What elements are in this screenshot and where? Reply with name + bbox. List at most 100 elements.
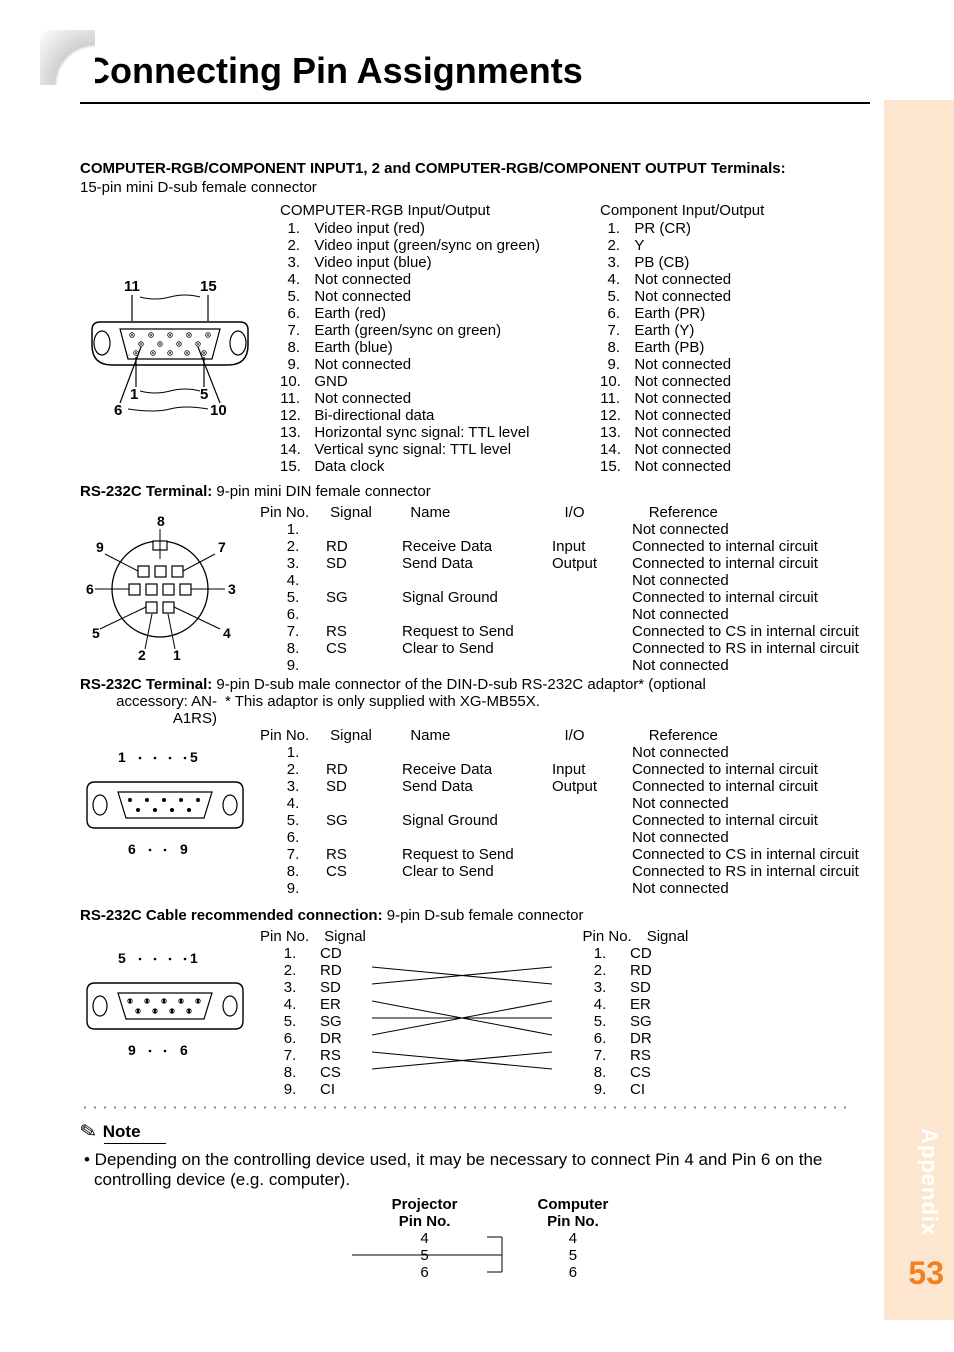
- dotted-divider: [80, 1106, 850, 1109]
- rs232-din-title-bold: RS-232C Terminal:: [80, 483, 212, 500]
- table-row: 8.CSClear to SendConnected to RS in inte…: [260, 863, 929, 880]
- svg-text:2: 2: [138, 647, 146, 663]
- page-content: Connecting Pin Assignments COMPUTER-RGB/…: [0, 0, 870, 1352]
- svg-text:6: 6: [86, 581, 94, 597]
- pin-item: 13. Not connected: [600, 424, 764, 441]
- table-row: 1.Not connected: [260, 744, 929, 761]
- pin-item: 11. Not connected: [600, 390, 764, 407]
- rs232-din-title: RS-232C Terminal: 9-pin mini DIN female …: [80, 483, 870, 500]
- pin-item: 9. Not connected: [600, 356, 764, 373]
- pin-item: 4. Not connected: [600, 271, 764, 288]
- table-row: 6.Not connected: [260, 606, 929, 623]
- cable-cross-diagram: [372, 946, 552, 1082]
- pin-item: 15. Not connected: [600, 458, 764, 475]
- svg-text:5: 5: [92, 625, 100, 641]
- svg-text:5: 5: [118, 950, 126, 966]
- pin-item: 1. PR (CR): [600, 220, 764, 237]
- rs232-dsub-title-bold: RS-232C Terminal:: [80, 676, 212, 693]
- dsub9f-diagram: 5 1 9 6: [80, 928, 260, 1098]
- rs232-din-section: RS-232C Terminal: 9-pin mini DIN female …: [80, 483, 870, 674]
- title-rule: [80, 102, 870, 104]
- pin-item: 15. Data clock: [280, 458, 540, 475]
- svg-text:5: 5: [190, 749, 198, 765]
- svg-text:6: 6: [114, 402, 122, 419]
- note-pin-diagram: Projector Pin No. 4 5 6 Computer Pin No.…: [200, 1196, 800, 1281]
- table-row: 5.SGSignal GroundConnected to internal c…: [260, 812, 929, 829]
- svg-text:11: 11: [124, 278, 140, 295]
- th-pin: Pin No.: [260, 504, 326, 521]
- table-row: 9.Not connected: [260, 880, 929, 897]
- page-number: 53: [908, 1255, 944, 1292]
- pin-item: 9. Not connected: [280, 356, 540, 373]
- sec1-lists: COMPUTER-RGB Input/Output 1. Video input…: [280, 202, 764, 475]
- rs232-din-title-rest: 9-pin mini DIN female connector: [212, 483, 430, 500]
- svg-text:1: 1: [118, 749, 126, 765]
- th-sig: Signal: [330, 504, 406, 521]
- pin-item: 6. Earth (red): [280, 305, 540, 322]
- pin-item: 5. Not connected: [600, 288, 764, 305]
- th-io: I/O: [565, 504, 645, 521]
- page-title: Connecting Pin Assignments: [80, 30, 870, 92]
- svg-text:9: 9: [180, 841, 188, 857]
- pin-item: 4. Not connected: [280, 271, 540, 288]
- din-diagram: 8 9 7 6 3 5 4 2 1: [80, 504, 260, 674]
- rs232-dsub-title-rest: 9-pin D-sub male connector of the DIN-D-…: [212, 676, 706, 693]
- table-row: 7.RSRequest to SendConnected to CS in in…: [260, 623, 929, 640]
- cable-table: Pin No. Signal Pin No. Signal 1.CD1.CD2.…: [260, 928, 697, 1098]
- table-row: 2.RDReceive DataInputConnected to intern…: [260, 761, 929, 778]
- svg-text:10: 10: [210, 402, 227, 419]
- pin-item: 7. Earth (green/sync on green): [280, 322, 540, 339]
- din-table: Pin No. Signal Name I/O Reference 1.Not …: [260, 504, 929, 674]
- dsub9m-diagram: 1 5 6 9: [80, 727, 260, 897]
- pin-item: 12. Not connected: [600, 407, 764, 424]
- sec1-subtitle: 15-pin mini D-sub female connector: [80, 179, 870, 196]
- cable-title: RS-232C Cable recommended connection: 9-…: [80, 907, 870, 924]
- svg-text:8: 8: [157, 513, 165, 529]
- svg-text:3: 3: [228, 581, 236, 597]
- note-heading: ✎ Note: [80, 1119, 870, 1144]
- title-block: Connecting Pin Assignments: [80, 30, 870, 120]
- pin-item: 10. Not connected: [600, 373, 764, 390]
- svg-text:7: 7: [218, 539, 226, 555]
- svg-text:1: 1: [173, 647, 181, 663]
- table-row: 4.Not connected: [260, 572, 929, 589]
- pin-item: 3. PB (CB): [600, 254, 764, 271]
- rs232-dsub-title: RS-232C Terminal: 9-pin D-sub male conne…: [80, 676, 870, 693]
- pin-item: 3. Video input (blue): [280, 254, 540, 271]
- table-row: 9.Not connected: [260, 657, 929, 674]
- table-row: 6.Not connected: [260, 829, 929, 846]
- note-body: • Depending on the controlling device us…: [84, 1150, 870, 1190]
- table-row: 2.RDReceive DataInputConnected to intern…: [260, 538, 929, 555]
- rs232-dsub-title2: accessory: AN-A1RS) * This adaptor is on…: [80, 693, 870, 727]
- rgb-list: COMPUTER-RGB Input/Output 1. Video input…: [280, 202, 540, 475]
- pin-item: 1. Video input (red): [280, 220, 540, 237]
- component-list-title: Component Input/Output: [600, 202, 764, 219]
- table-row: 3.SDSend DataOutputConnected to internal…: [260, 555, 929, 572]
- pin-item: 6. Earth (PR): [600, 305, 764, 322]
- pin-item: 2. Y: [600, 237, 764, 254]
- cable-section: RS-232C Cable recommended connection: 9-…: [80, 907, 870, 1098]
- pin-item: 14. Not connected: [600, 441, 764, 458]
- rs232-dsub-section: RS-232C Terminal: 9-pin D-sub male conne…: [80, 676, 870, 897]
- rgb-list-title: COMPUTER-RGB Input/Output: [280, 202, 540, 219]
- svg-text:4: 4: [223, 625, 231, 641]
- pin-item: 2. Video input (green/sync on green): [280, 237, 540, 254]
- table-row: 7.RSRequest to SendConnected to CS in in…: [260, 846, 929, 863]
- pin-item: 11. Not connected: [280, 390, 540, 407]
- pin-item: 12. Bi-directional data: [280, 407, 540, 424]
- table-row: 1.Not connected: [260, 521, 929, 538]
- table-row: 5.SGSignal GroundConnected to internal c…: [260, 589, 929, 606]
- table-row: 4.Not connected: [260, 795, 929, 812]
- note-underline: [104, 1143, 166, 1144]
- pin-item: 14. Vertical sync signal: TTL level: [280, 441, 540, 458]
- svg-text:6: 6: [128, 841, 136, 857]
- table-row: 8.CSClear to SendConnected to RS in inte…: [260, 640, 929, 657]
- note-icon: ✎: [78, 1118, 99, 1146]
- pin-item: 10. GND: [280, 373, 540, 390]
- svg-text:15: 15: [200, 278, 217, 295]
- dsub15-diagram: 11 15: [80, 202, 280, 475]
- svg-text:6: 6: [180, 1042, 188, 1058]
- svg-text:9: 9: [96, 539, 104, 555]
- th-name: Name: [410, 504, 560, 521]
- pin-item: 7. Earth (Y): [600, 322, 764, 339]
